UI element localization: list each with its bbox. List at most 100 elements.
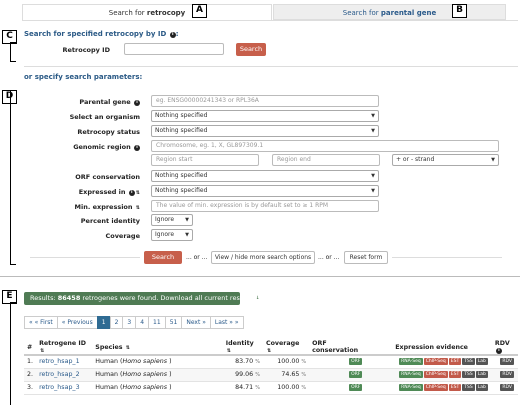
- col-header[interactable]: Identity ⇅: [222, 340, 263, 356]
- col-header[interactable]: Retrogene ID ⇅: [36, 340, 93, 356]
- sort-icon: ⇅: [135, 190, 140, 196]
- page-link[interactable]: 3: [122, 316, 137, 329]
- species-name: Human: [95, 358, 118, 366]
- region-start-input[interactable]: Region start: [151, 154, 259, 166]
- evidence-badge[interactable]: TSS: [462, 370, 475, 378]
- identity-value: 83.70: [235, 358, 254, 366]
- reset-form-button[interactable]: Reset form: [344, 251, 388, 264]
- table-row: 2. retro_hsap_2 Human (Homo sapiens ) 99…: [24, 368, 518, 382]
- evidence-badge[interactable]: Lab: [475, 358, 488, 365]
- tab-bold: parental gene: [380, 9, 437, 17]
- caret-down-icon: ▼: [185, 232, 189, 238]
- page-link[interactable]: Next »: [181, 316, 211, 329]
- page-link[interactable]: 2: [109, 316, 124, 329]
- retrogene-id-link[interactable]: retro_hsap_2: [36, 368, 93, 382]
- tab-search-retrocopy[interactable]: Search for retrocopy: [22, 4, 272, 20]
- strand-select[interactable]: + or - strand ▼: [392, 154, 499, 166]
- evidence-badge[interactable]: TSS: [462, 383, 475, 391]
- tab-prefix: Search for: [342, 9, 381, 17]
- page-link[interactable]: « « First: [24, 316, 58, 329]
- identity-cell: 83.70 %: [222, 355, 263, 369]
- bracket-d: [10, 90, 16, 265]
- sort-icon: ⇅: [135, 205, 140, 211]
- rdv-badge[interactable]: RDV: [500, 358, 514, 365]
- evidence-badge[interactable]: TSS: [462, 358, 475, 365]
- evidence-badge[interactable]: EST: [448, 358, 462, 365]
- retrocopy-id-input[interactable]: [124, 43, 224, 55]
- badge-c: C: [2, 30, 17, 44]
- rdv-badge[interactable]: RDV: [500, 383, 514, 391]
- form-divider-left: [30, 257, 140, 258]
- form-divider-right: [392, 257, 502, 258]
- caret-down-icon: ▼: [491, 157, 495, 163]
- identity-cell: 84.71 %: [222, 381, 263, 395]
- organism-select[interactable]: Nothing specified ▼: [151, 110, 379, 122]
- percent-sign: %: [301, 372, 307, 378]
- rdv-badge[interactable]: RDV: [500, 370, 514, 378]
- page-link[interactable]: 1: [96, 316, 111, 329]
- orf-badge[interactable]: ORF: [349, 383, 363, 391]
- results-count: 86458: [57, 294, 81, 302]
- species-cell: Human (Homo sapiens ): [92, 368, 223, 382]
- evidence-badge[interactable]: RNA-Seq: [399, 370, 423, 378]
- table-header-row: # Retrogene ID ⇅ Species ⇅ Identity ⇅ Co…: [24, 340, 518, 356]
- sort-icon: ⇅: [125, 344, 130, 351]
- retrocopy-id-label: Retrocopy ID: [62, 46, 110, 54]
- evidence-badge[interactable]: ChIP-Seq: [423, 370, 448, 378]
- download-icon[interactable]: ↓: [254, 296, 261, 302]
- coverage-cell: 100.00 %: [262, 381, 310, 395]
- region-label-text: Genomic region: [73, 143, 131, 151]
- identity-select-value: Ignore: [155, 216, 175, 223]
- evidence-badge[interactable]: RNA-Seq: [399, 383, 423, 391]
- status-select[interactable]: Nothing specified ▼: [151, 125, 379, 137]
- page-link[interactable]: Last » »: [209, 316, 244, 329]
- page-link[interactable]: 51: [164, 316, 183, 329]
- strand-select-value: + or - strand: [396, 156, 435, 163]
- expressed-select[interactable]: Nothing specified ▼: [151, 185, 379, 197]
- evidence-cell: RNA-Seq ChIP-Seq EST TSS Lab: [371, 368, 492, 382]
- identity-value: 84.71: [235, 384, 254, 391]
- coverage-select[interactable]: Ignore ▼: [151, 229, 193, 241]
- caret-down-icon: ▼: [185, 217, 189, 223]
- parental-gene-input[interactable]: eg. ENSG00000241343 or RPL36A: [151, 95, 379, 107]
- orf-badge[interactable]: ORF: [349, 358, 363, 365]
- rdv-cell: RDV: [491, 355, 518, 369]
- evidence-badge[interactable]: RNA-Seq: [399, 358, 423, 365]
- min-expression-input[interactable]: The value of min. expression is by defau…: [151, 200, 379, 212]
- tab-bold: retrocopy: [146, 9, 186, 17]
- percent-sign: %: [255, 372, 260, 378]
- orf-badge[interactable]: ORF: [349, 370, 363, 378]
- toggle-options-button[interactable]: View / hide more search options: [211, 251, 315, 264]
- results-banner[interactable]: Results: 86458 retrogenes were found. Do…: [24, 292, 261, 305]
- search-by-id-button[interactable]: Search: [236, 43, 266, 56]
- parental-gene-label-text: Parental gene: [79, 98, 131, 106]
- evidence-badge[interactable]: ChIP-Seq: [423, 358, 448, 365]
- coverage-cell: 100.00 %: [262, 355, 310, 369]
- evidence-badge[interactable]: Lab: [475, 383, 488, 391]
- page-link[interactable]: 4: [135, 316, 150, 329]
- page-link[interactable]: 11: [148, 316, 166, 329]
- tab-search-parental-gene[interactable]: Search for parental gene: [273, 4, 506, 20]
- page-link[interactable]: « Previous: [56, 316, 98, 329]
- status-label: Retrocopy status: [77, 128, 140, 136]
- chromosome-input[interactable]: Chromosome, eg. 1, X, GL897309.1: [151, 140, 499, 152]
- evidence-badge[interactable]: EST: [448, 370, 462, 378]
- parental-gene-label: Parental gene i: [40, 98, 140, 106]
- retrogene-id-link[interactable]: retro_hsap_1: [36, 355, 93, 369]
- section-divider: [24, 66, 518, 67]
- col-header[interactable]: Coverage ⇅: [262, 340, 310, 356]
- badge-e: E: [2, 290, 17, 304]
- caret-down-icon: ▼: [371, 128, 375, 134]
- evidence-badge[interactable]: ChIP-Seq: [423, 383, 448, 391]
- evidence-badge[interactable]: EST: [448, 383, 462, 391]
- orf-select-value: Nothing specified: [155, 172, 208, 179]
- expressed-label-text: Expressed in: [78, 188, 126, 196]
- col-header[interactable]: Species ⇅: [92, 340, 223, 356]
- evidence-badge[interactable]: Lab: [475, 370, 488, 378]
- min-expression-label-text: Min. expression: [74, 203, 133, 211]
- identity-select[interactable]: Ignore ▼: [151, 214, 193, 226]
- region-end-input[interactable]: Region end: [272, 154, 380, 166]
- retrogene-id-link[interactable]: retro_hsap_3: [36, 381, 93, 395]
- orf-select[interactable]: Nothing specified ▼: [151, 170, 379, 182]
- search-button[interactable]: Search: [144, 251, 182, 264]
